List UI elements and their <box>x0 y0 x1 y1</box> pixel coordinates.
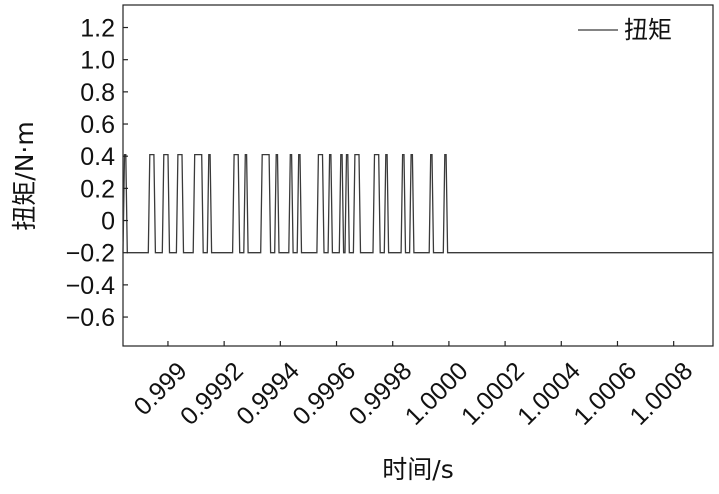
y-tick-label: 1.0 <box>80 47 115 75</box>
y-axis-ticks: 1.2 1.0 0.8 0.6 0.4 0.2 0 −0.2 −0.4 −0.6 <box>66 15 128 332</box>
x-tick-label: 1.0004 <box>512 357 586 431</box>
y-tick-label: 0.4 <box>80 143 115 171</box>
y-tick-label: −0.6 <box>66 304 115 332</box>
y-tick-label: 1.2 <box>80 15 115 43</box>
x-tick-label: 1.0000 <box>400 357 474 431</box>
x-axis-ticks: 0.9990.99920.99940.99960.99981.00001.000… <box>129 341 698 431</box>
y-tick-label: 0.6 <box>80 111 115 139</box>
x-tick-label: 0.9998 <box>344 357 418 431</box>
x-tick-label: 1.0008 <box>624 357 698 431</box>
y-axis-label: 扭矩/N·m <box>10 121 39 230</box>
y-tick-label: −0.2 <box>66 240 115 268</box>
x-tick-label: 0.9994 <box>231 357 305 431</box>
plot-frame <box>122 4 714 347</box>
y-tick-label: 0.8 <box>80 79 115 107</box>
x-axis-label: 时间/s <box>382 455 453 484</box>
legend: 扭矩 <box>578 16 672 44</box>
y-tick-label: 0 <box>101 208 115 236</box>
series-layer <box>122 153 713 254</box>
legend-label: 扭矩 <box>624 16 672 44</box>
x-tick-label: 1.0002 <box>456 357 530 431</box>
torque-series-line <box>122 153 713 254</box>
x-tick-label: 0.9996 <box>287 357 361 431</box>
y-tick-label: 0.2 <box>80 175 115 203</box>
x-tick-label: 0.9992 <box>175 357 249 431</box>
x-tick-label: 1.0006 <box>568 357 642 431</box>
y-tick-label: −0.4 <box>66 272 115 300</box>
